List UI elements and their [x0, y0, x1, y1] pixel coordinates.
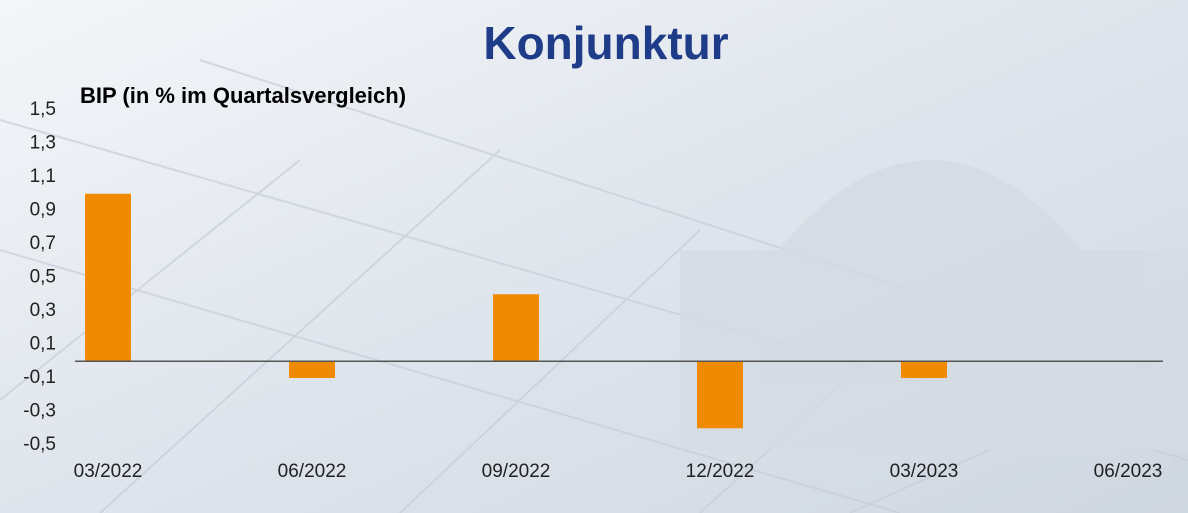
y-tick-label: 0,1 — [30, 334, 56, 355]
y-tick-label: 0,3 — [30, 300, 56, 321]
y-tick-label: -0,5 — [23, 434, 56, 455]
chart-title: Konjunktur — [483, 17, 728, 69]
y-tick-label: 0,7 — [30, 233, 56, 254]
x-tick-label: 03/2023 — [890, 461, 959, 482]
y-tick-label: 1,3 — [30, 133, 56, 154]
x-tick-label: 06/2022 — [278, 461, 347, 482]
y-tick-label: 0,5 — [30, 267, 56, 288]
x-tick-label: 12/2022 — [686, 461, 755, 482]
x-tick-label: 03/2022 — [74, 461, 143, 482]
bar — [901, 361, 947, 378]
y-tick-label: 1,1 — [30, 166, 56, 187]
y-tick-label: 0,9 — [30, 200, 56, 221]
x-tick-label: 09/2022 — [482, 461, 551, 482]
y-tick-label: -0,1 — [23, 367, 56, 388]
y-tick-label: -0,3 — [23, 401, 56, 422]
x-tick-label: 06/2023 — [1094, 461, 1163, 482]
bar — [493, 294, 539, 362]
chart-subtitle: BIP (in % im Quartalsvergleich) — [80, 83, 406, 108]
bar — [289, 361, 335, 378]
bar — [697, 361, 743, 429]
background-building — [680, 160, 1188, 450]
y-tick-label: 1,5 — [30, 99, 56, 120]
bar — [85, 193, 131, 362]
